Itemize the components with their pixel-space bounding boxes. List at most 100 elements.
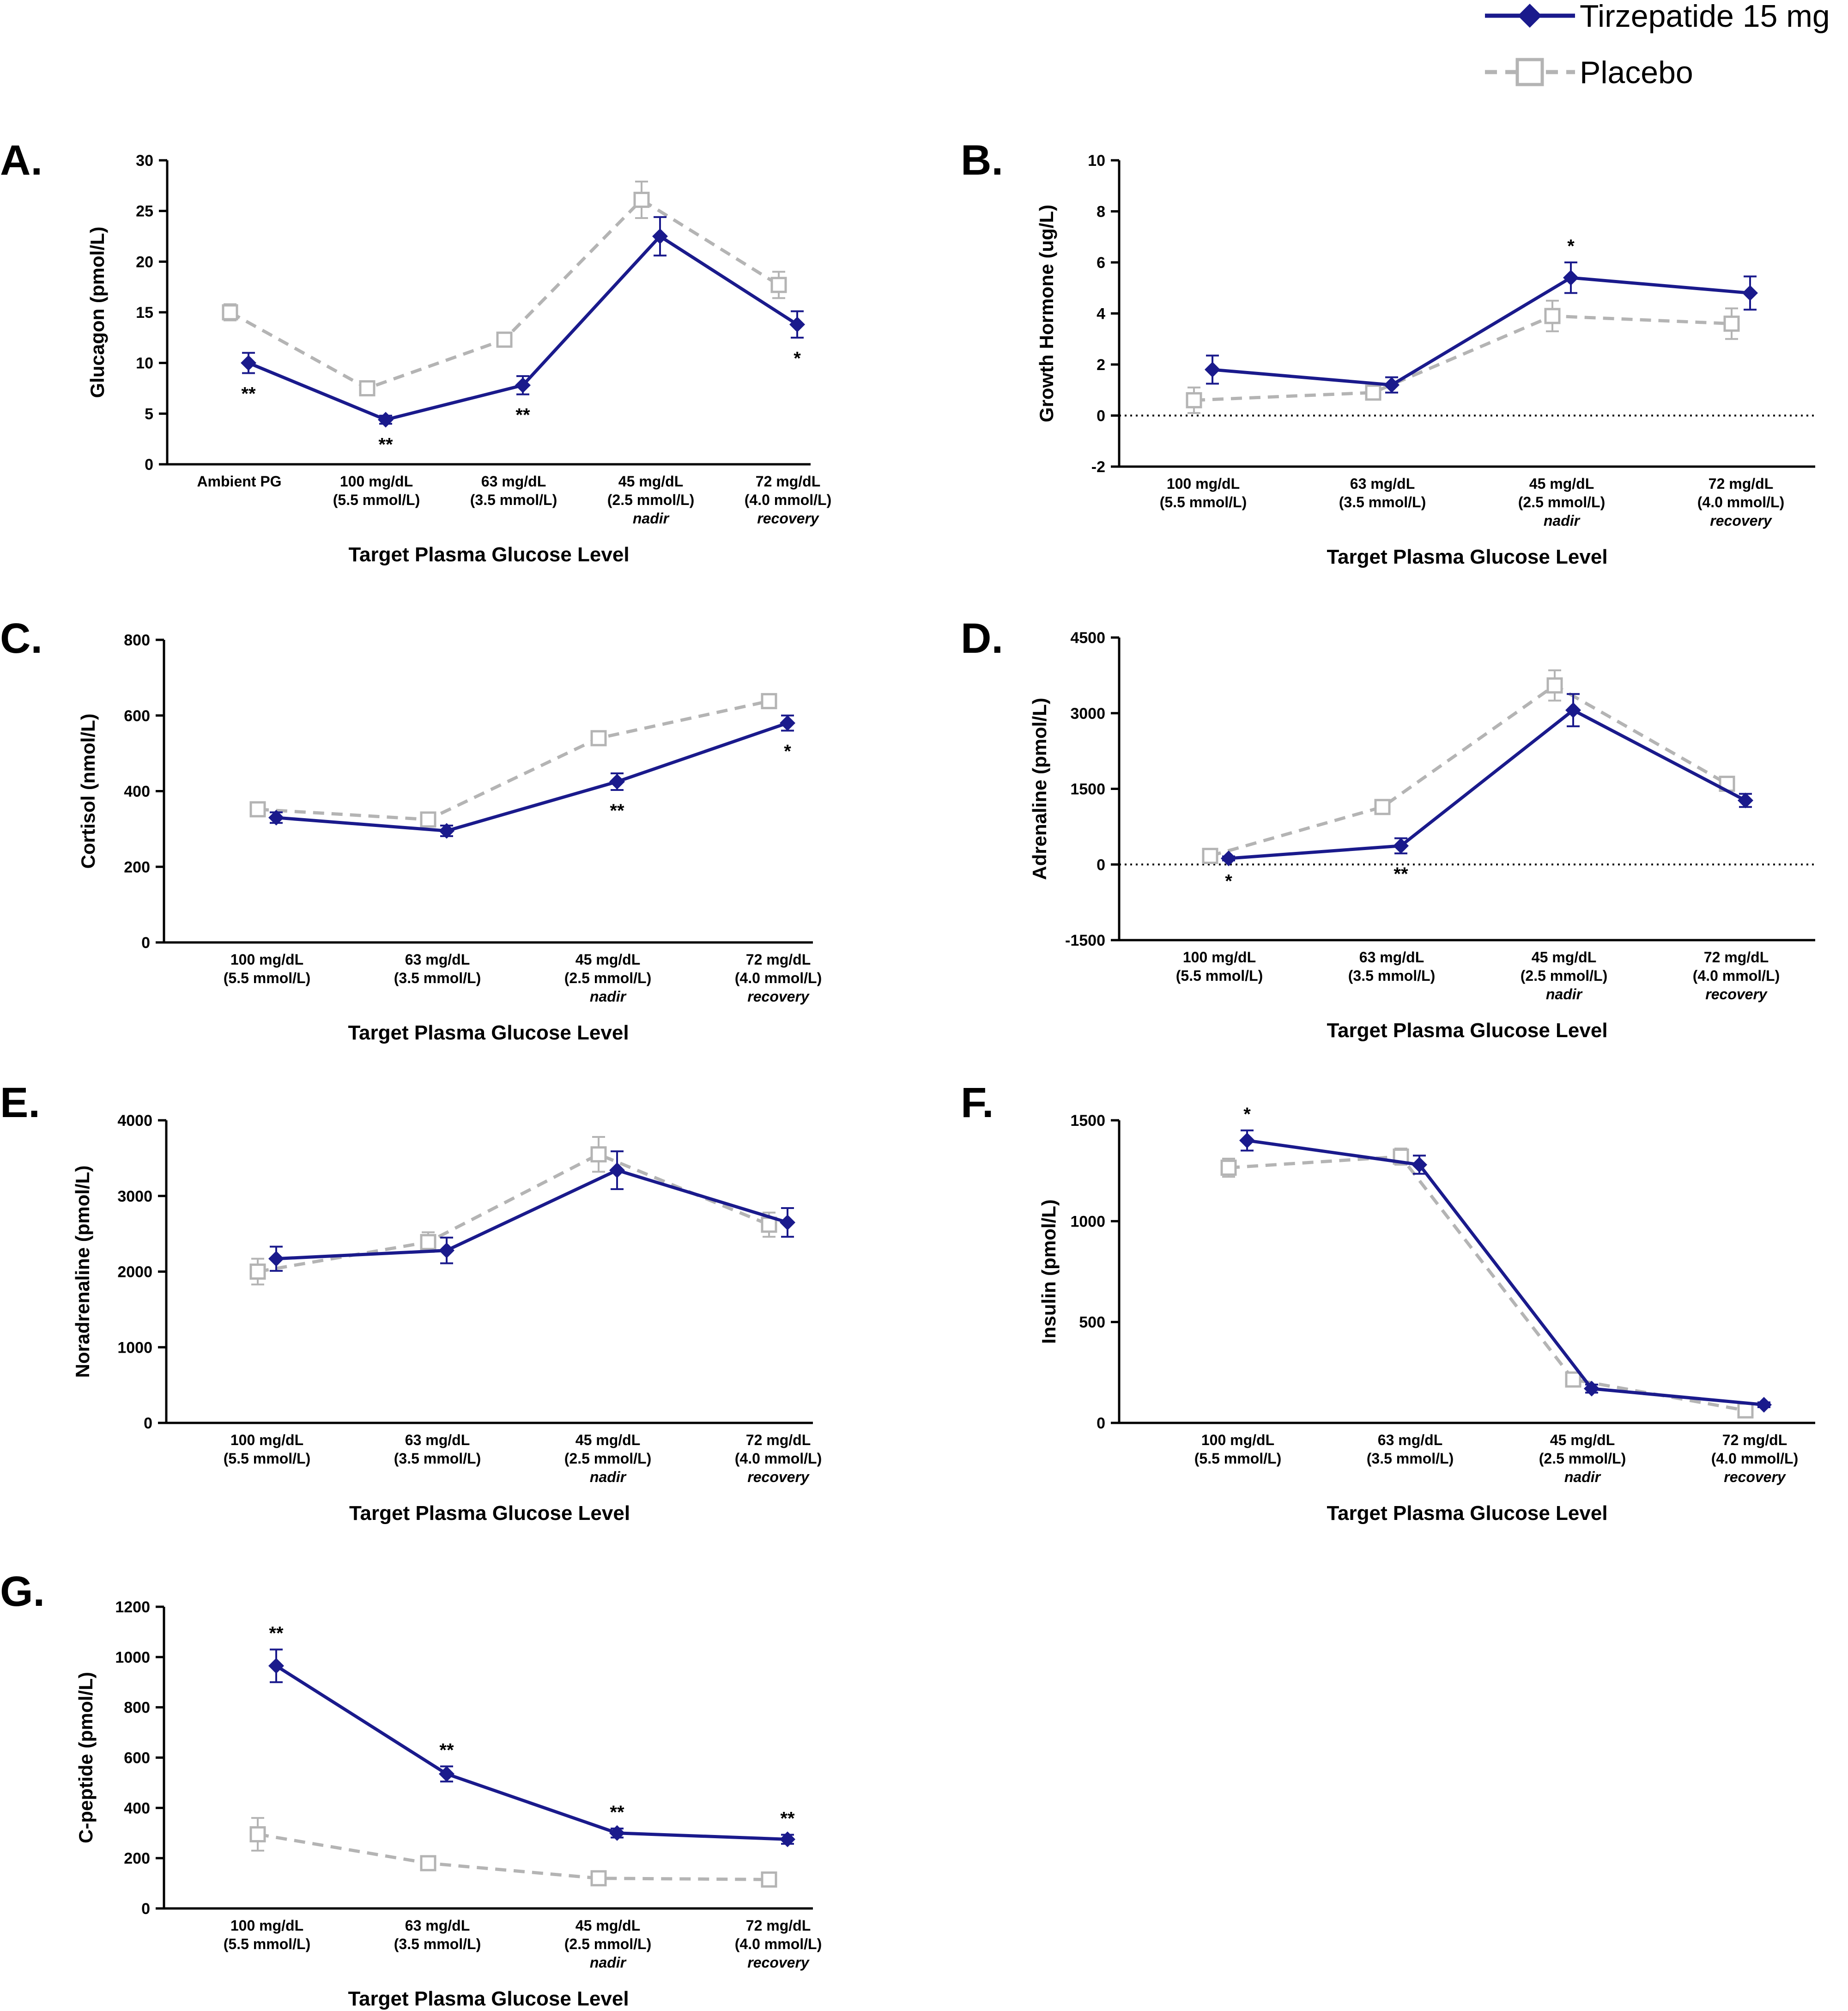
significance-mark-g-1: ** bbox=[439, 1740, 454, 1761]
placebo-point-g-2 bbox=[590, 1870, 607, 1887]
y-axis-title-b: Growth Hormone (ug/L) bbox=[1036, 205, 1057, 422]
y-axis-title-c: Cortisol (nmol/L) bbox=[77, 714, 99, 869]
placebo-line-d bbox=[1210, 683, 1728, 858]
placebo-point-c-0 bbox=[249, 801, 266, 818]
placebo-point-g-0 bbox=[249, 1826, 266, 1842]
placebo-point-c-2 bbox=[590, 730, 607, 747]
panel-f: F. 0 500 1000 1500 100 mg/dL (5.5 mmol/L) 63 mg… bbox=[961, 1079, 1815, 1525]
x-tick-label-f-2-1: (2.5 mmol/L) bbox=[1539, 1450, 1626, 1467]
tirzepatide-point-d-3 bbox=[1738, 792, 1753, 808]
x-axis-title-f: Target Plasma Glucose Level bbox=[1327, 1502, 1607, 1525]
y-tick-label-a-5: 25 bbox=[136, 203, 153, 220]
x-tick-italic-e-3: recovery bbox=[747, 1469, 810, 1485]
y-tick-label-d-3: 3000 bbox=[1070, 705, 1105, 723]
panel-letter-b: B. bbox=[961, 137, 1003, 184]
panel-e: E. 0 1000 2000 3000 4000 100 mg/dL (5.5 mmol/L)… bbox=[0, 1079, 822, 1525]
x-tick-label-f-1-0: 63 mg/dL bbox=[1378, 1432, 1442, 1448]
x-tick-label-f-3-0: 72 mg/dL bbox=[1722, 1432, 1787, 1448]
y-tick-label-b-6: 10 bbox=[1088, 152, 1105, 170]
x-tick-label-b-3-0: 72 mg/dL bbox=[1709, 475, 1773, 492]
tirzepatide-point-e-1 bbox=[439, 1242, 454, 1258]
x-tick-label-f-0-1: (5.5 mmol/L) bbox=[1194, 1450, 1281, 1467]
y-tick-label-g-6: 1200 bbox=[115, 1598, 150, 1616]
panel-letter-f: F. bbox=[961, 1079, 994, 1126]
significance-mark-g-0: ** bbox=[269, 1623, 284, 1644]
x-tick-italic-c-2: nadir bbox=[590, 988, 627, 1005]
x-tick-label-a-3-0: 45 mg/dL bbox=[618, 473, 683, 490]
x-tick-label-e-0-1: (5.5 mmol/L) bbox=[224, 1450, 310, 1467]
x-tick-italic-b-2: nadir bbox=[1544, 512, 1581, 529]
tirzepatide-point-a-4 bbox=[789, 316, 805, 333]
tirzepatide-point-d-0 bbox=[1221, 851, 1236, 867]
x-tick-label-a-1-0: 100 mg/dL bbox=[340, 473, 413, 490]
tirzepatide-line-d bbox=[1228, 708, 1746, 860]
series-placebo-g bbox=[249, 1817, 777, 1888]
y-tick-label-b-5: 8 bbox=[1097, 203, 1105, 221]
x-tick-label-b-1-0: 63 mg/dL bbox=[1350, 475, 1415, 492]
placebo-point-b-1 bbox=[1365, 384, 1381, 401]
x-tick-label-b-1-1: (3.5 mmol/L) bbox=[1339, 494, 1426, 510]
y-tick-label-c-4: 800 bbox=[124, 632, 150, 649]
placebo-point-d-1 bbox=[1374, 799, 1391, 815]
tirzepatide-line-e bbox=[276, 1168, 788, 1261]
tirzepatide-point-c-2 bbox=[609, 774, 625, 790]
series-placebo-e bbox=[249, 1136, 777, 1286]
x-tick-label-a-4-0: 72 mg/dL bbox=[756, 473, 820, 490]
x-tick-label-e-3-0: 72 mg/dL bbox=[746, 1432, 811, 1448]
x-tick-italic-g-3: recovery bbox=[747, 1954, 810, 1971]
y-tick-label-a-3: 15 bbox=[136, 304, 153, 322]
x-tick-label-c-3-0: 72 mg/dL bbox=[746, 951, 811, 968]
y-tick-label-c-2: 400 bbox=[124, 783, 150, 801]
placebo-point-e-2 bbox=[590, 1146, 607, 1163]
x-tick-label-a-2-1: (3.5 mmol/L) bbox=[470, 492, 557, 508]
placebo-point-e-1 bbox=[420, 1234, 436, 1251]
placebo-line-g bbox=[257, 1833, 769, 1881]
y-tick-label-a-6: 30 bbox=[136, 152, 153, 170]
placebo-line-e bbox=[257, 1152, 770, 1273]
y-tick-label-b-1: 0 bbox=[1097, 407, 1105, 425]
x-tick-italic-b-3: recovery bbox=[1710, 512, 1773, 529]
series-tirzepatide-d bbox=[1221, 693, 1753, 867]
placebo-point-d-2 bbox=[1546, 677, 1563, 694]
tirzepatide-point-g-1 bbox=[439, 1766, 454, 1782]
placebo-point-d-0 bbox=[1202, 848, 1218, 864]
legend-placebo-label: Placebo bbox=[1580, 55, 1693, 90]
x-axis-title-c: Target Plasma Glucose Level bbox=[348, 1021, 629, 1044]
significance-mark-g-3: ** bbox=[780, 1809, 795, 1829]
significance-mark-d-1: ** bbox=[1394, 864, 1408, 884]
placebo-point-g-1 bbox=[420, 1855, 436, 1871]
x-tick-label-d-2-1: (2.5 mmol/L) bbox=[1521, 967, 1607, 984]
legend-placebo-square-icon bbox=[1515, 58, 1544, 86]
y-axis-title-e: Noradrenaline (pmol/L) bbox=[72, 1166, 93, 1378]
placebo-line-b bbox=[1194, 314, 1732, 402]
x-tick-label-d-3-1: (4.0 mmol/L) bbox=[1693, 967, 1780, 984]
legend-tirzepatide-diamond-icon bbox=[1518, 4, 1542, 28]
tirzepatide-line-f bbox=[1247, 1139, 1764, 1407]
tirzepatide-point-d-1 bbox=[1393, 838, 1409, 854]
y-tick-label-f-0: 0 bbox=[1097, 1415, 1105, 1432]
x-tick-label-e-2-1: (2.5 mmol/L) bbox=[564, 1450, 651, 1467]
series-placebo-f bbox=[1220, 1148, 1754, 1419]
y-tick-label-c-1: 200 bbox=[124, 858, 150, 876]
x-tick-italic-a-4: recovery bbox=[757, 510, 820, 527]
y-tick-label-f-1: 500 bbox=[1079, 1314, 1105, 1331]
x-tick-label-g-0-0: 100 mg/dL bbox=[230, 1917, 303, 1934]
x-tick-label-e-1-1: (3.5 mmol/L) bbox=[394, 1450, 481, 1467]
x-tick-label-g-3-0: 72 mg/dL bbox=[746, 1917, 811, 1934]
significance-mark-f-0: * bbox=[1243, 1104, 1251, 1124]
y-axis-title-d: Adrenaline (pmol/L) bbox=[1029, 698, 1050, 880]
panel-letter-c: C. bbox=[0, 615, 42, 662]
placebo-point-f-2 bbox=[1565, 1371, 1581, 1388]
y-tick-label-e-4: 4000 bbox=[117, 1112, 152, 1130]
x-tick-label-d-2-0: 45 mg/dL bbox=[1532, 949, 1596, 966]
x-tick-label-e-3-1: (4.0 mmol/L) bbox=[735, 1450, 822, 1467]
x-tick-label-c-1-0: 63 mg/dL bbox=[405, 951, 470, 968]
significance-mark-c-0: ** bbox=[610, 801, 624, 821]
y-tick-label-g-3: 600 bbox=[124, 1750, 150, 1767]
tirzepatide-point-a-0 bbox=[241, 355, 256, 371]
x-tick-label-c-2-1: (2.5 mmol/L) bbox=[564, 970, 651, 986]
x-tick-label-d-0-1: (5.5 mmol/L) bbox=[1176, 967, 1263, 984]
tirzepatide-point-b-2 bbox=[1563, 270, 1579, 286]
y-tick-label-e-0: 0 bbox=[144, 1415, 152, 1432]
significance-mark-g-2: ** bbox=[610, 1802, 624, 1823]
